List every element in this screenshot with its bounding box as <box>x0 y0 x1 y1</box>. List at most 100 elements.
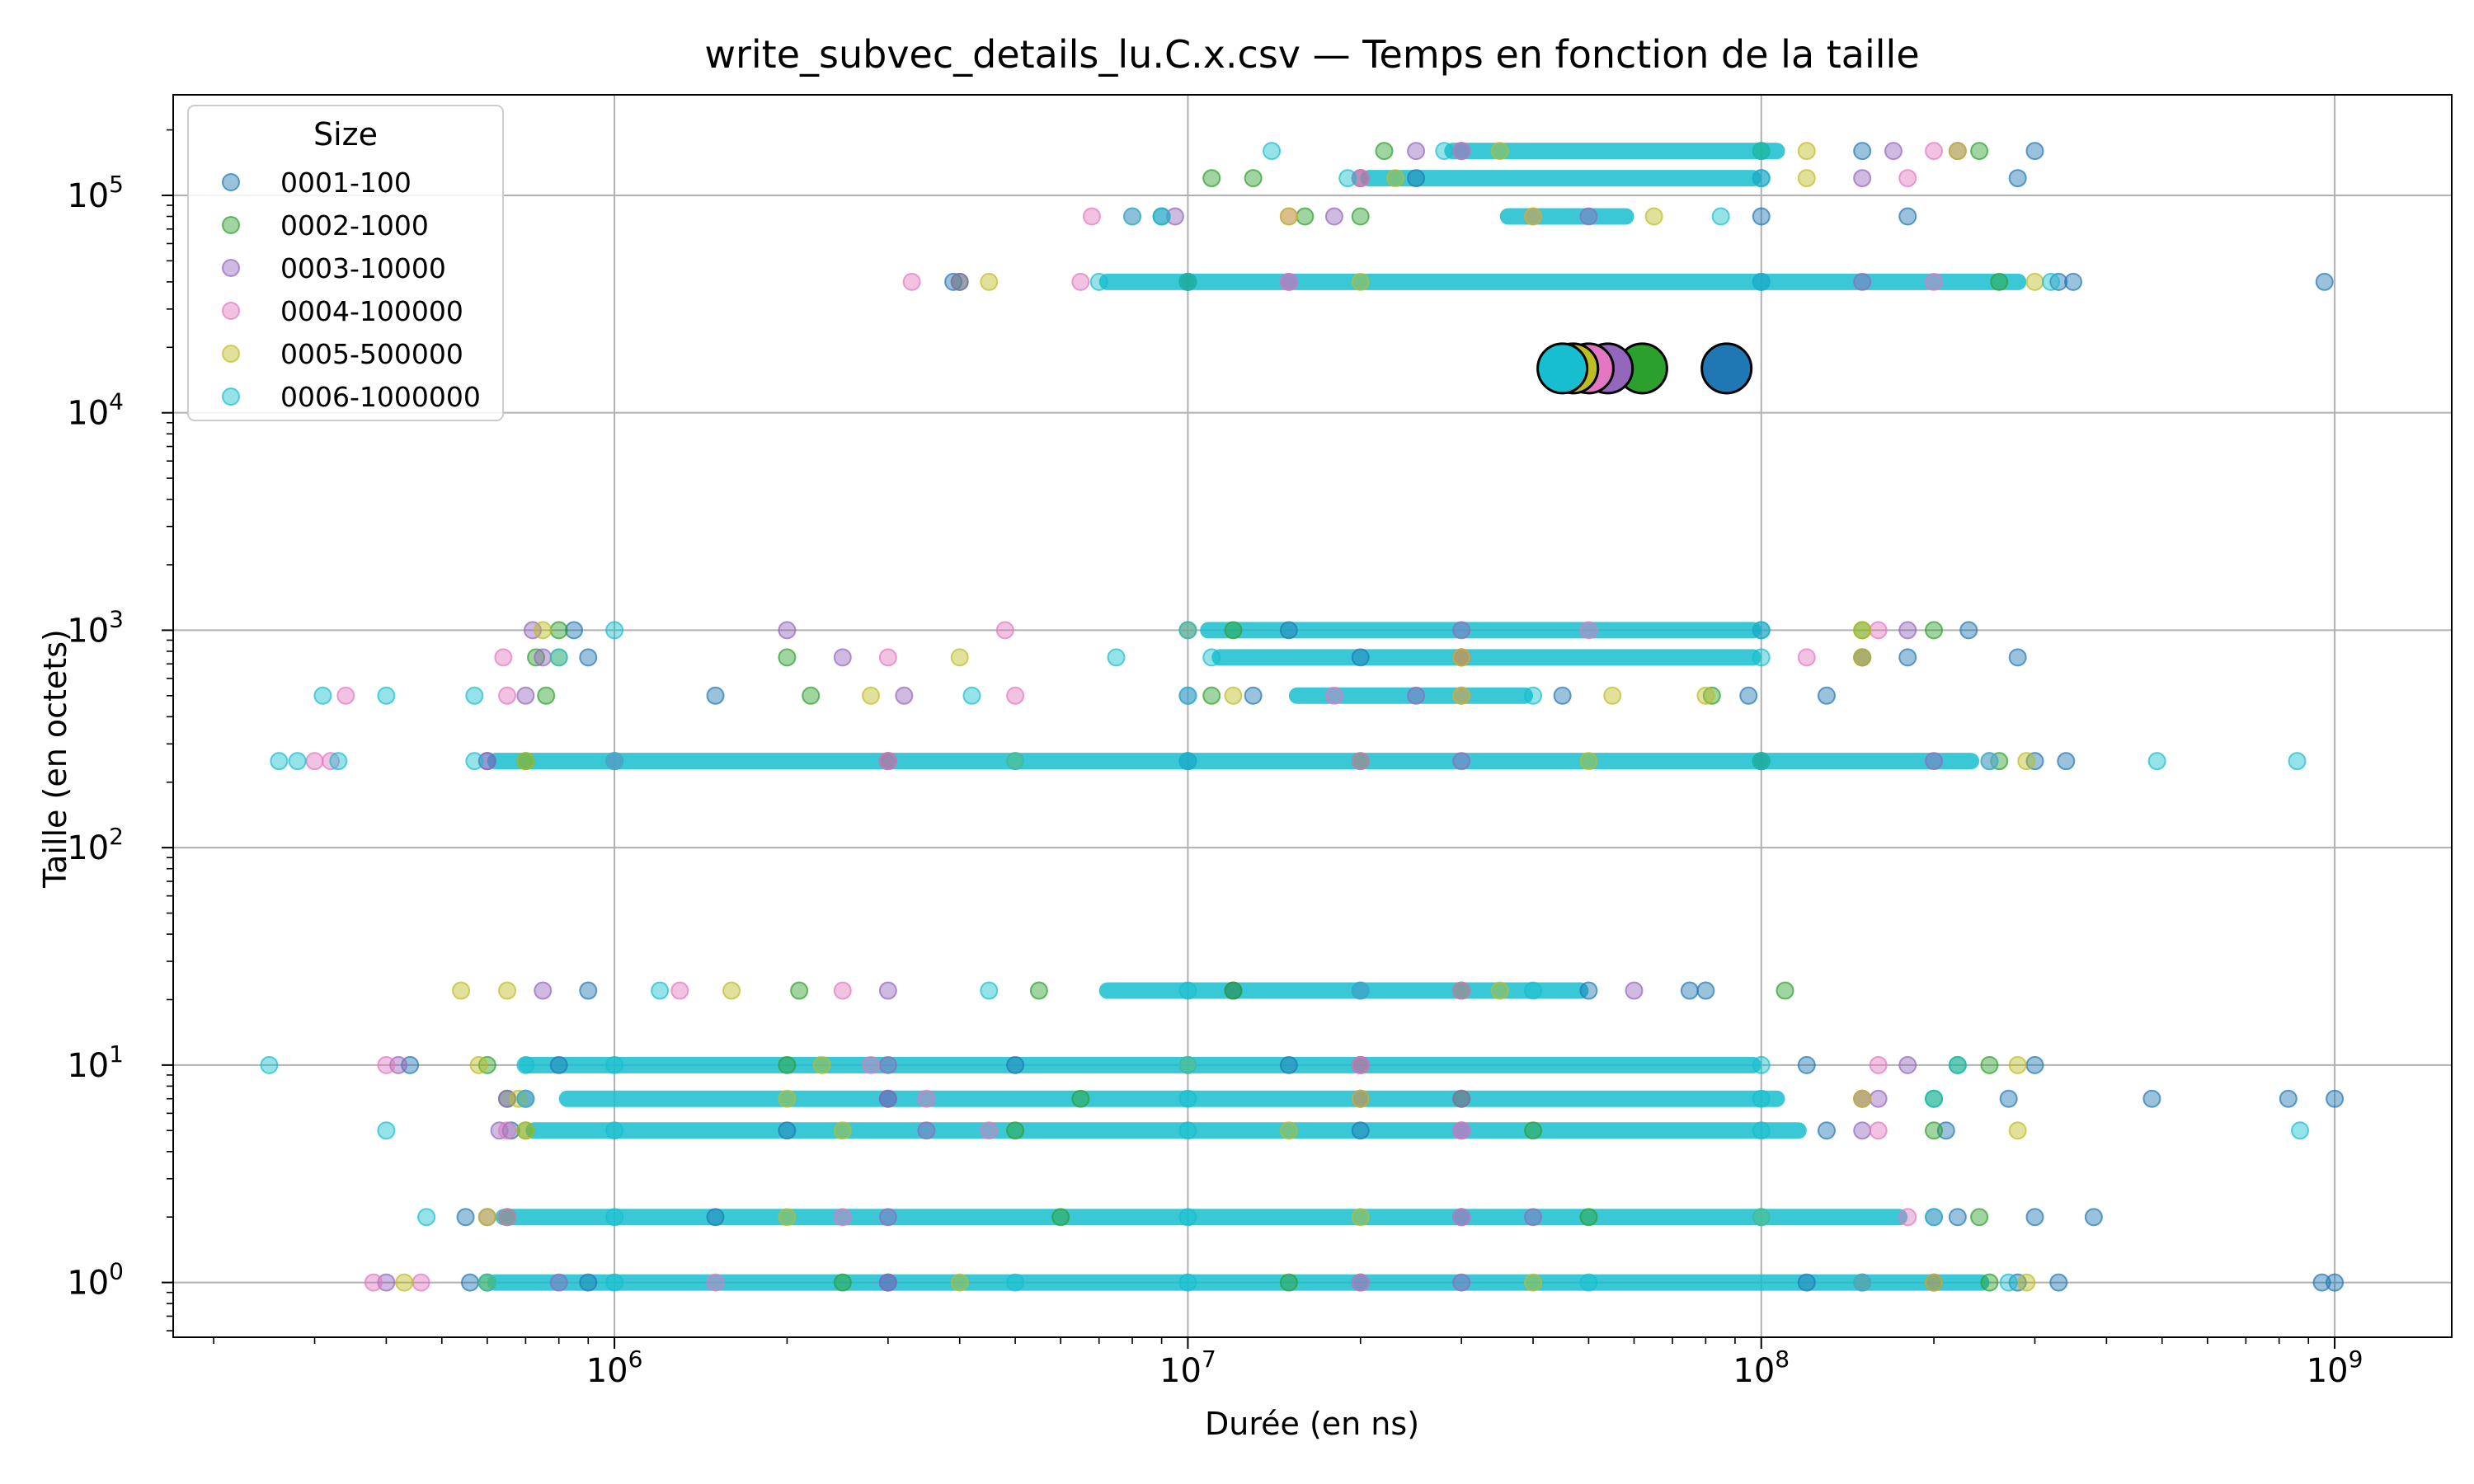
scatter-point <box>1178 1121 1197 1140</box>
scatter-point <box>2312 1273 2331 1292</box>
y-tick-label: 103 <box>67 605 124 650</box>
scatter-point <box>1752 142 1771 161</box>
scatter-point <box>305 752 324 771</box>
scatter-point <box>469 1055 488 1074</box>
scatter-point <box>1407 142 1426 161</box>
scatter-point <box>605 1273 624 1292</box>
scatter-point <box>722 981 741 1000</box>
scatter-point <box>1752 752 1771 771</box>
scatter-point <box>605 1121 624 1140</box>
scatter-point <box>878 1089 897 1108</box>
scatter-point <box>523 621 542 640</box>
scatter-point <box>549 1273 568 1292</box>
scatter-point <box>2315 272 2334 291</box>
scatter-point <box>833 981 852 1000</box>
x-axis-label: Durée (en ns) <box>1205 1406 1419 1442</box>
scatter-point <box>1752 621 1771 640</box>
scatter-point <box>1244 169 1263 188</box>
scatter-point <box>1279 1121 1298 1140</box>
scatter-point <box>1178 1089 1197 1108</box>
scatter-point <box>950 272 969 291</box>
scatter-point <box>1959 621 1978 640</box>
scatter-point <box>980 981 999 1000</box>
scatter-point <box>1797 648 1816 667</box>
scatter-point <box>1178 1208 1197 1227</box>
legend: Size 0001-100 0002-1000 0003-10000 0004-100… <box>187 105 504 421</box>
scatter-point <box>1999 1089 2018 1108</box>
scatter-point <box>2025 1055 2044 1074</box>
scatter-point <box>605 752 624 771</box>
scatter-point <box>1082 207 1101 226</box>
scatter-point <box>1006 686 1025 705</box>
scatter-point <box>1452 752 1471 771</box>
scatter-point <box>1452 1089 1471 1108</box>
scatter-point <box>605 621 624 640</box>
scatter-point <box>377 686 396 705</box>
scatter-point <box>1579 1273 1598 1292</box>
scatter-point <box>465 752 484 771</box>
scatter-point <box>2017 1273 2036 1292</box>
scatter-point <box>1071 1089 1090 1108</box>
scatter-point <box>498 981 517 1000</box>
scatter-point <box>1853 648 1872 667</box>
scatter-point <box>1407 686 1426 705</box>
scatter-point <box>1351 207 1370 226</box>
scatter-point <box>1452 1273 1471 1292</box>
scatter-point <box>1579 621 1598 640</box>
scatter-point <box>1898 621 1917 640</box>
point-band <box>1444 143 1785 160</box>
scatter-point <box>1178 272 1197 291</box>
scatter-point <box>516 1089 535 1108</box>
scatter-point <box>1452 1208 1471 1227</box>
scatter-point <box>778 1208 797 1227</box>
scatter-point <box>452 981 471 1000</box>
scatter-point <box>2008 648 2027 667</box>
scatter-point <box>1524 686 1543 705</box>
scatter-point <box>1898 1055 1917 1074</box>
scatter-point <box>1324 686 1343 705</box>
scatter-point <box>1980 1273 1999 1292</box>
legend-label: 0001-100 <box>280 167 412 199</box>
scatter-point <box>329 752 348 771</box>
scatter-point <box>1702 686 1721 705</box>
scatter-point <box>477 752 496 771</box>
scatter-point <box>1898 648 1917 667</box>
scatter-point <box>1178 1055 1197 1074</box>
scatter-point <box>1869 621 1888 640</box>
scatter-point <box>1375 142 1394 161</box>
scatter-point <box>534 621 553 640</box>
scatter-point <box>534 648 553 667</box>
scatter-point <box>1006 1121 1025 1140</box>
scatter-point <box>1351 1273 1370 1292</box>
scatter-point <box>1817 686 1836 705</box>
scatter-point <box>516 752 535 771</box>
scatter-point <box>1279 1055 1298 1074</box>
scatter-point <box>412 1273 430 1292</box>
legend-label: 0006-1000000 <box>280 381 481 413</box>
scatter-point <box>1579 207 1598 226</box>
scatter-point <box>1603 686 1622 705</box>
scatter-point <box>1071 272 1090 291</box>
scatter-point <box>1553 686 1572 705</box>
scatter-point <box>902 272 921 291</box>
scatter-point <box>1089 272 1108 291</box>
scatter-point <box>1817 1121 1836 1140</box>
scatter-point <box>1579 1208 1598 1227</box>
scatter-point <box>878 981 897 1000</box>
series-mean-marker <box>1536 342 1589 395</box>
y-tick-label: 105 <box>67 171 124 215</box>
scatter-point <box>2279 1089 2298 1108</box>
scatter-point <box>395 1273 414 1292</box>
scatter-point <box>1435 142 1454 161</box>
y-tick-label: 102 <box>67 823 124 867</box>
scatter-point <box>1925 752 1944 771</box>
scatter-point <box>1351 1089 1370 1108</box>
scatter-point <box>1980 1055 1999 1074</box>
scatter-point <box>1452 142 1471 161</box>
legend-label: 0004-100000 <box>280 295 463 327</box>
scatter-point <box>2147 752 2166 771</box>
scatter-point <box>878 1055 897 1074</box>
scatter-point <box>1797 1055 1816 1074</box>
scatter-point <box>1490 981 1509 1000</box>
scatter-point <box>2025 1208 2044 1227</box>
